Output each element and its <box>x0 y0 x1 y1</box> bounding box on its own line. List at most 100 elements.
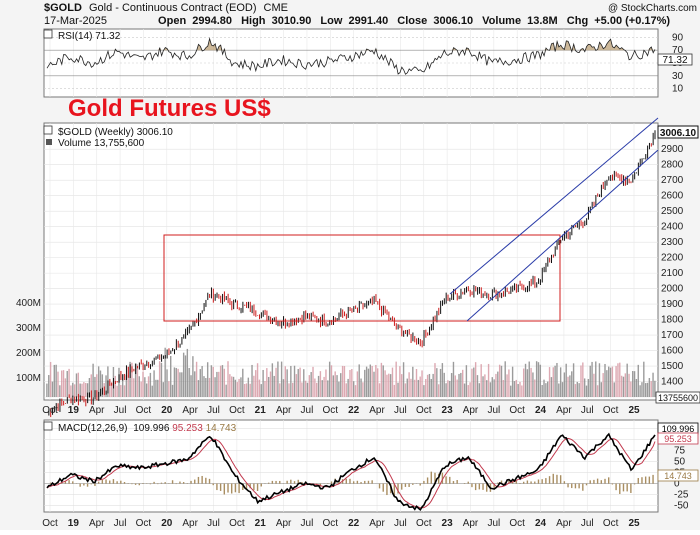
volume-bar <box>558 383 559 397</box>
volume-bar <box>516 380 517 397</box>
volume-bar <box>649 378 650 397</box>
volume-bar <box>562 382 563 397</box>
volume-bar <box>383 365 384 397</box>
volume-bar <box>231 376 232 397</box>
volume-bar <box>268 377 269 397</box>
volume-bar <box>299 368 300 397</box>
volume-bar <box>52 382 53 397</box>
volume-bar <box>333 375 334 397</box>
macd-hist-bar <box>423 481 424 484</box>
x-tick-label: Apr <box>463 405 479 416</box>
volume-bar <box>390 374 391 397</box>
x-tick-label: 19 <box>68 518 80 529</box>
volume-bar <box>174 367 175 397</box>
volume-bar <box>394 385 395 397</box>
volume-bar <box>92 364 93 397</box>
volume-tick-label: 300M <box>16 323 41 334</box>
rsi-toggle-box[interactable] <box>44 30 52 38</box>
volume-bar <box>471 369 472 397</box>
volume-bar <box>251 365 252 397</box>
volume-bar <box>399 366 400 397</box>
macd-hist-bar <box>72 481 73 483</box>
volume-bar <box>606 370 607 397</box>
signal-badge: 95.253 <box>664 434 692 444</box>
volume-bar <box>484 374 485 397</box>
volume-bar <box>479 383 480 397</box>
macd-hist-value: 14.743 <box>206 423 237 434</box>
x-tick-label: Jul <box>207 518 220 529</box>
volume-bar <box>218 372 219 397</box>
macd-hist-bar <box>91 484 92 485</box>
x-tick-label: 25 <box>628 405 640 416</box>
x-tick-label: Jul <box>487 518 500 529</box>
volume-bar <box>375 365 376 397</box>
x-tick-label: Oct <box>603 518 619 529</box>
volume-bar <box>65 378 66 397</box>
volume-bar <box>602 373 603 397</box>
macd-hist-bar <box>150 484 151 485</box>
volume-bar <box>359 364 360 397</box>
volume-bar <box>224 369 225 397</box>
volume-bar <box>211 365 212 397</box>
volume-bar <box>203 376 204 397</box>
macd-hist-bar <box>586 484 587 486</box>
price-toggle-box[interactable] <box>44 126 52 134</box>
price-panel: $GOLD (Weekly) 3006.10 Volume 13,755,600… <box>16 118 700 417</box>
price-tick-label: 1800 <box>661 315 684 326</box>
x-tick-label: Oct <box>42 405 58 416</box>
macd-tick-label: 75 <box>674 445 686 456</box>
macd-hist-bar <box>120 481 121 484</box>
price-tick-label: 2000 <box>661 284 684 295</box>
macd-hist-bar <box>279 481 280 484</box>
volume-bar <box>85 383 86 397</box>
x-tick-label: Apr <box>276 518 292 529</box>
volume-bar <box>137 364 138 397</box>
high-value: 3010.90 <box>272 15 312 27</box>
volume-bar <box>639 385 640 397</box>
macd-hist-bar <box>135 484 136 485</box>
macd-hist-bar <box>360 482 361 483</box>
volume-bar <box>200 369 201 397</box>
volume-bar <box>486 380 487 397</box>
x-tick-label: Apr <box>89 405 105 416</box>
volume-bar <box>469 382 470 397</box>
volume-bar <box>434 363 435 397</box>
x-tick-label: Oct <box>229 518 245 529</box>
volume-bar <box>309 375 310 397</box>
volume-bar <box>257 363 258 397</box>
macd-hist-bar <box>556 475 557 484</box>
macd-hist-bar <box>172 480 173 483</box>
volume-bar <box>76 373 77 397</box>
volume-bar <box>565 364 566 397</box>
volume-bar <box>543 380 544 397</box>
macd-hist-bar <box>272 481 273 484</box>
macd-tick-label: -50 <box>674 501 689 512</box>
x-tick-label: Oct <box>416 405 432 416</box>
macd-hist-bar <box>527 481 528 484</box>
volume-bar <box>468 385 469 397</box>
symbol: $GOLD <box>44 2 82 14</box>
macd-label-prefix: MACD(12,26,9) <box>58 423 127 434</box>
macd-hist-bar <box>68 480 69 483</box>
volume-bar <box>285 366 286 397</box>
volume-bar <box>423 385 424 397</box>
volume-bar <box>477 375 478 397</box>
macd-toggle-box[interactable] <box>44 422 52 430</box>
volume-bar <box>262 370 263 397</box>
x-tick-label: Jul <box>581 405 594 416</box>
volume-bar <box>392 368 393 397</box>
volume-bar <box>597 385 598 397</box>
volume-bar <box>185 355 186 397</box>
volume-bar <box>614 382 615 397</box>
volume-bar <box>445 383 446 397</box>
volume-bar <box>244 384 245 397</box>
macd-hist-bar <box>401 484 402 490</box>
macd-hist-bar <box>634 484 635 485</box>
volume-bar <box>523 369 524 397</box>
volume-bar <box>213 367 214 397</box>
price-tick-label: 2300 <box>661 237 684 248</box>
volume-bar <box>521 385 522 397</box>
x-tick-label: Jul <box>487 405 500 416</box>
